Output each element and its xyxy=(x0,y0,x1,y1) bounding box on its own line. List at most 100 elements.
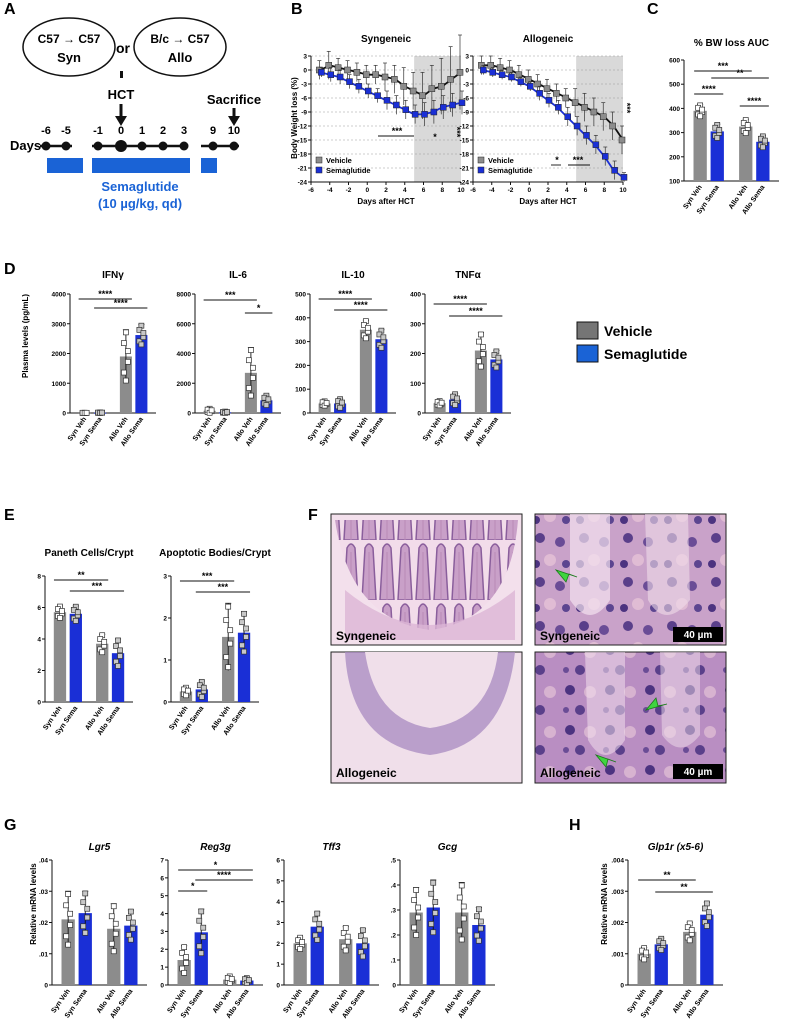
x-tick-label: 0 xyxy=(527,187,531,194)
data-point xyxy=(363,71,370,78)
day-dot xyxy=(179,141,189,151)
data-point xyxy=(128,908,134,915)
y-tick-label: 0 xyxy=(44,983,48,990)
data-point xyxy=(480,351,486,357)
chart-title: Syngeneic xyxy=(361,34,411,45)
y-tick-label: .02 xyxy=(39,920,48,927)
data-point xyxy=(609,122,616,130)
y-tick-label: -18 xyxy=(460,152,470,159)
data-point xyxy=(705,909,712,916)
y-tick-label: 6 xyxy=(276,858,280,865)
data-point xyxy=(183,960,189,966)
data-point xyxy=(438,399,445,406)
x-tick-label: 8 xyxy=(602,187,606,194)
data-point xyxy=(374,92,381,99)
data-point xyxy=(447,76,454,83)
data-point xyxy=(620,174,628,181)
data-point xyxy=(337,404,343,411)
y-tick-label: 1 xyxy=(160,965,164,972)
x-tick-label: 10 xyxy=(619,187,627,194)
data-point xyxy=(265,396,272,403)
data-point xyxy=(411,111,419,118)
y-tick-label: 6000 xyxy=(177,321,192,328)
chart-title: Tff3 xyxy=(322,842,341,853)
data-point xyxy=(543,85,551,92)
x-tick-label: 8 xyxy=(440,187,444,194)
dosing-bar-1 xyxy=(47,158,83,173)
data-point xyxy=(200,924,207,931)
panel-h: Relative mRNA levels Glp1r (x5-6) 0 .001 .0… xyxy=(600,842,723,1020)
bar xyxy=(375,339,388,413)
panel-letter-a: A xyxy=(4,1,16,18)
legend-semaglutide-label: Semaglutide xyxy=(604,346,687,362)
data-point xyxy=(312,916,319,923)
x-tick-label: 4 xyxy=(403,187,407,194)
legend-semaglutide-label: Semaglutide xyxy=(488,166,533,175)
sig-stars: *** xyxy=(202,571,213,581)
panel-f-histology: Syngeneic Syngeneic 40 µm Allogeneic All… xyxy=(330,513,727,784)
panel-d: Plasma levels (pg/mL) IFNγ01000200030004… xyxy=(21,270,687,448)
data-point xyxy=(108,940,115,947)
dose-label: (10 µg/kg, qd) xyxy=(98,196,182,211)
legend-semaglutide-swatch xyxy=(315,166,323,174)
data-point xyxy=(67,922,74,928)
bar xyxy=(96,643,109,702)
histology-label-2: Syngeneic xyxy=(540,629,600,643)
y-tick-label: 0 xyxy=(160,983,164,990)
scalebar-box-2 xyxy=(673,627,723,642)
day-tick-label: -6 xyxy=(41,125,51,137)
data-point xyxy=(241,648,247,655)
y-tick-label: 6 xyxy=(160,875,164,882)
data-point xyxy=(225,603,232,610)
bar xyxy=(78,913,92,985)
arrow-green-icon xyxy=(644,697,668,711)
sig-stars: *** xyxy=(225,290,236,300)
legend-semaglutide-label: Semaglutide xyxy=(326,166,371,175)
drug-label: Semaglutide xyxy=(101,179,178,194)
data-point xyxy=(248,392,254,399)
y-tick-label: .002 xyxy=(611,920,624,927)
day-tick-label: 2 xyxy=(160,125,166,137)
data-point xyxy=(181,944,187,950)
data-point xyxy=(413,932,419,938)
data-point xyxy=(383,97,391,104)
y-tick-label: .003 xyxy=(611,889,624,896)
bar xyxy=(237,632,251,702)
bar xyxy=(472,925,486,985)
data-point xyxy=(362,937,368,944)
data-point xyxy=(476,906,482,913)
data-point xyxy=(80,899,87,906)
y-tick-label: 2 xyxy=(163,616,167,623)
data-point xyxy=(432,899,439,905)
sig-stars: *** xyxy=(218,582,229,592)
data-point xyxy=(744,122,751,128)
panel-g-ylabel: Relative mRNA levels xyxy=(29,863,38,945)
y-tick-label: 0 xyxy=(417,411,421,418)
y-tick-label: 0 xyxy=(465,68,469,75)
data-point xyxy=(125,348,131,354)
day-tick-label: 1 xyxy=(139,125,145,137)
y-tick-label: 0 xyxy=(163,700,167,707)
data-point xyxy=(476,358,482,365)
data-point xyxy=(110,903,117,910)
sig-stars: **** xyxy=(354,300,369,310)
hct-label: HCT xyxy=(108,87,135,102)
data-point xyxy=(223,617,230,623)
legend-vehicle-label: Vehicle xyxy=(326,156,352,165)
sig-stars: *** xyxy=(622,103,632,114)
data-point xyxy=(196,943,203,950)
data-point xyxy=(460,915,467,922)
data-point xyxy=(67,910,74,917)
data-point xyxy=(183,954,189,960)
data-point xyxy=(334,64,342,71)
sig-stars: ** xyxy=(78,570,86,580)
data-point xyxy=(590,108,598,116)
series-line xyxy=(482,64,624,141)
allo-ellipse xyxy=(133,17,227,77)
